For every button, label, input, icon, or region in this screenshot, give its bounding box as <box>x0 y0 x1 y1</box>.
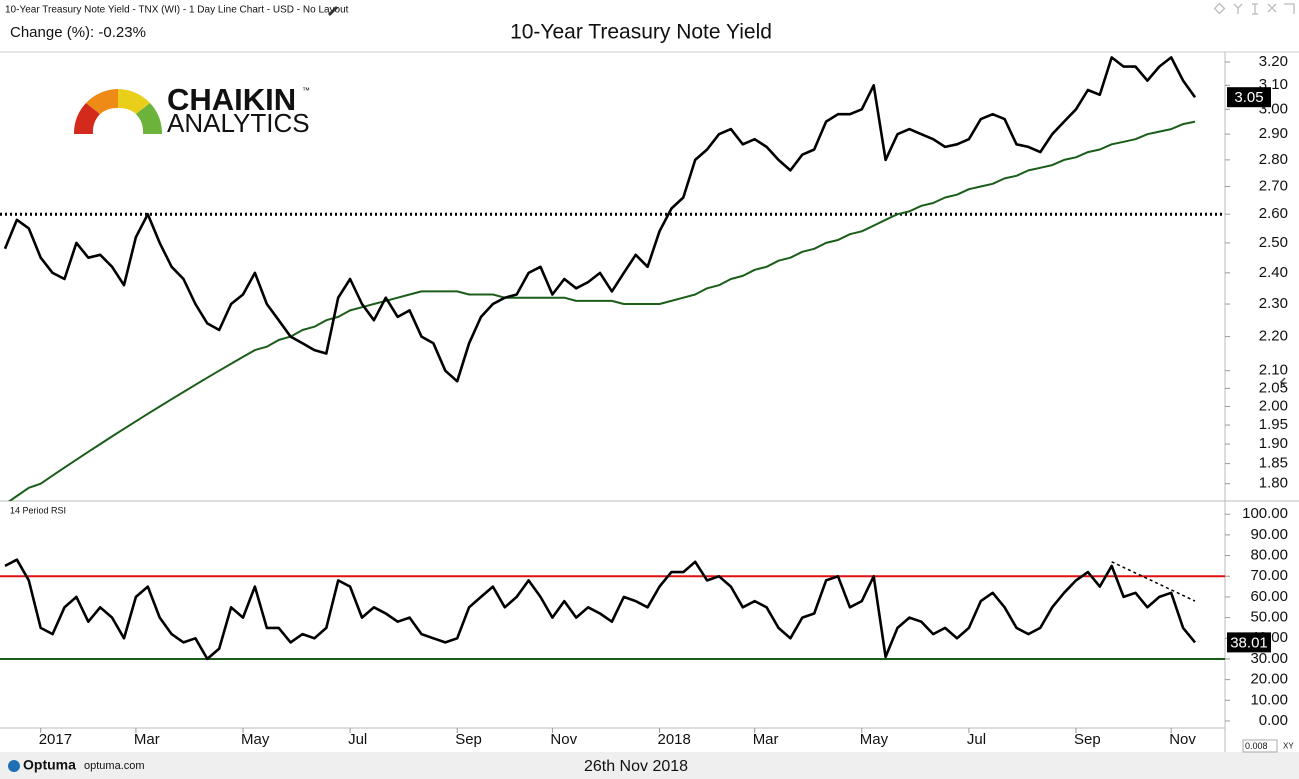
y-tick-label: 80.00 <box>1250 547 1288 564</box>
y-tick-label: 1.80 <box>1259 475 1288 492</box>
series-line <box>4 558 1197 661</box>
chart-title: 10-Year Treasury Note Yield <box>510 21 772 44</box>
toolbar <box>1213 2 1295 15</box>
y-tick-label: 2.50 <box>1259 234 1288 251</box>
y-tick-label: 1.95 <box>1259 416 1288 433</box>
logo-arc <box>118 89 150 114</box>
xy-icon[interactable]: XY <box>1283 742 1294 751</box>
y-tick-label: 100.00 <box>1242 505 1288 522</box>
y-tick-label: 0.00 <box>1259 712 1288 729</box>
y-tick-label: 90.00 <box>1250 526 1288 543</box>
logo-mark: ™ <box>302 86 310 95</box>
y-tick-label: 50.00 <box>1250 609 1288 626</box>
last-value-label: 3.05 <box>1234 89 1263 106</box>
x-tick-label: Mar <box>753 731 779 748</box>
change-label: Change (%): -0.23% <box>10 24 146 41</box>
logo-arc <box>73 103 100 134</box>
logo: CHAIKIN ™ ANALYTICS <box>73 82 310 138</box>
logo-sub: ANALYTICS <box>167 108 310 138</box>
y-tick-label: 1.90 <box>1259 435 1288 452</box>
tool-icon[interactable] <box>1213 2 1226 15</box>
brand-icon <box>8 760 20 772</box>
brand: Optuma <box>23 757 76 773</box>
x-tick-label: 2018 <box>658 731 691 748</box>
series-line <box>3 56 1197 383</box>
logo-arc <box>136 103 163 134</box>
tool-icon[interactable] <box>1284 3 1295 14</box>
y-tick-label: 30.00 <box>1250 650 1288 667</box>
y-tick-label: 2.30 <box>1259 295 1288 312</box>
y-tick-label: 2.05 <box>1259 379 1288 396</box>
tool-icon[interactable] <box>1233 3 1243 14</box>
scale-box <box>1242 739 1278 753</box>
y-tick-label: 20.00 <box>1250 671 1288 688</box>
footer-bar <box>0 752 1299 779</box>
edit-icon[interactable] <box>328 6 338 16</box>
last-value-box <box>1227 87 1271 108</box>
x-tick-label: Jul <box>348 731 367 748</box>
series-line <box>7 120 1196 501</box>
collapse-button[interactable] <box>1279 377 1286 387</box>
last-value-box <box>1227 632 1271 653</box>
caption: 10-Year Treasury Note Yield - TNX (WI) -… <box>5 5 349 16</box>
tool-icon[interactable] <box>1252 3 1258 15</box>
x-tick-label: May <box>241 731 270 748</box>
y-tick-label: 70.00 <box>1250 567 1288 584</box>
y-tick-label: 2.00 <box>1259 397 1288 414</box>
tool-icon[interactable] <box>1267 3 1277 13</box>
x-tick-label: May <box>860 731 889 748</box>
y-tick-label: 2.40 <box>1259 264 1288 281</box>
logo-arc <box>86 89 118 114</box>
panel-title: 14 Period RSI <box>10 505 66 515</box>
y-tick-label: 2.70 <box>1259 177 1288 194</box>
y-tick-label: 2.90 <box>1259 125 1288 142</box>
x-tick-label: Nov <box>550 731 577 748</box>
date: 26th Nov 2018 <box>584 758 688 775</box>
y-tick-label: 2.10 <box>1259 362 1288 379</box>
logo-name: CHAIKIN <box>167 82 296 117</box>
x-tick-label: Jul <box>967 731 986 748</box>
y-tick-label: 1.85 <box>1259 455 1288 472</box>
y-tick-label: 60.00 <box>1250 588 1288 605</box>
y-tick-label: 2.80 <box>1259 151 1288 168</box>
x-tick-label: Sep <box>455 731 482 748</box>
scale-box-text: 0.008 <box>1245 741 1268 751</box>
y-tick-label: 10.00 <box>1250 691 1288 708</box>
brand-site: optuma.com <box>84 760 145 772</box>
y-tick-label: 2.60 <box>1259 205 1288 222</box>
x-tick-label: 2017 <box>39 731 72 748</box>
y-tick-label: 2.20 <box>1259 328 1288 345</box>
x-tick-label: Nov <box>1169 731 1196 748</box>
x-tick-label: Mar <box>134 731 160 748</box>
y-tick-label: 3.20 <box>1259 53 1288 70</box>
last-value-label: 38.01 <box>1230 634 1268 651</box>
x-tick-label: Sep <box>1074 731 1101 748</box>
